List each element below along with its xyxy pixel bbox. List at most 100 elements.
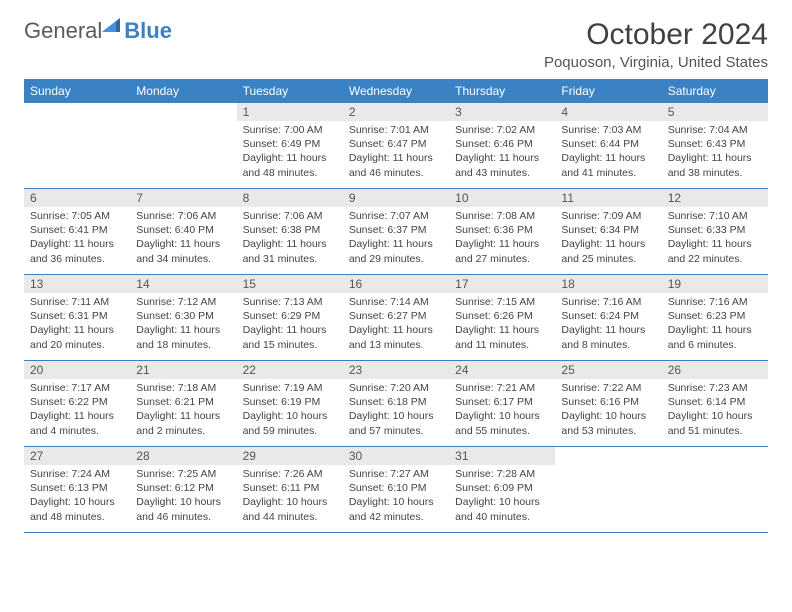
calendar-cell: 20Sunrise: 7:17 AMSunset: 6:22 PMDayligh… xyxy=(24,361,130,447)
day-line: Sunset: 6:33 PM xyxy=(668,223,762,237)
day-line: Daylight: 11 hours xyxy=(243,237,337,251)
day-line: Sunrise: 7:11 AM xyxy=(30,295,124,309)
weekday-header: Tuesday xyxy=(237,79,343,103)
day-line: Sunset: 6:31 PM xyxy=(30,309,124,323)
day-line: Sunrise: 7:16 AM xyxy=(668,295,762,309)
day-line: Daylight: 10 hours xyxy=(668,409,762,423)
day-number: 31 xyxy=(449,447,555,465)
day-line: and 44 minutes. xyxy=(243,510,337,524)
day-line: Daylight: 10 hours xyxy=(136,495,230,509)
day-line: and 48 minutes. xyxy=(243,166,337,180)
day-details: Sunrise: 7:00 AMSunset: 6:49 PMDaylight:… xyxy=(237,121,343,180)
day-line: Sunrise: 7:05 AM xyxy=(30,209,124,223)
weekday-header-row: Sunday Monday Tuesday Wednesday Thursday… xyxy=(24,79,768,103)
calendar-cell: 23Sunrise: 7:20 AMSunset: 6:18 PMDayligh… xyxy=(343,361,449,447)
calendar-cell: 21Sunrise: 7:18 AMSunset: 6:21 PMDayligh… xyxy=(130,361,236,447)
day-details: Sunrise: 7:27 AMSunset: 6:10 PMDaylight:… xyxy=(343,465,449,524)
day-line: Sunrise: 7:25 AM xyxy=(136,467,230,481)
day-number: 20 xyxy=(24,361,130,379)
day-line: Sunset: 6:46 PM xyxy=(455,137,549,151)
day-line: Sunset: 6:11 PM xyxy=(243,481,337,495)
day-line: Sunrise: 7:23 AM xyxy=(668,381,762,395)
day-number: 5 xyxy=(662,103,768,121)
day-line: Sunset: 6:24 PM xyxy=(561,309,655,323)
day-line: Sunrise: 7:00 AM xyxy=(243,123,337,137)
day-line: Daylight: 11 hours xyxy=(455,323,549,337)
title-block: October 2024 Poquoson, Virginia, United … xyxy=(544,18,768,71)
logo-text-general: General xyxy=(24,18,102,44)
weekday-header: Friday xyxy=(555,79,661,103)
day-details: Sunrise: 7:20 AMSunset: 6:18 PMDaylight:… xyxy=(343,379,449,438)
day-details: Sunrise: 7:11 AMSunset: 6:31 PMDaylight:… xyxy=(24,293,130,352)
day-line: Sunrise: 7:04 AM xyxy=(668,123,762,137)
day-line: Daylight: 11 hours xyxy=(561,237,655,251)
day-line: and 11 minutes. xyxy=(455,338,549,352)
calendar-grid: 1Sunrise: 7:00 AMSunset: 6:49 PMDaylight… xyxy=(24,103,768,533)
day-line: Sunrise: 7:10 AM xyxy=(668,209,762,223)
day-line: Sunset: 6:22 PM xyxy=(30,395,124,409)
day-line: and 2 minutes. xyxy=(136,424,230,438)
day-number: 16 xyxy=(343,275,449,293)
day-line: and 22 minutes. xyxy=(668,252,762,266)
calendar-cell: 19Sunrise: 7:16 AMSunset: 6:23 PMDayligh… xyxy=(662,275,768,361)
day-details: Sunrise: 7:23 AMSunset: 6:14 PMDaylight:… xyxy=(662,379,768,438)
day-number: 30 xyxy=(343,447,449,465)
day-details: Sunrise: 7:06 AMSunset: 6:40 PMDaylight:… xyxy=(130,207,236,266)
day-line: Sunset: 6:16 PM xyxy=(561,395,655,409)
calendar-cell: 18Sunrise: 7:16 AMSunset: 6:24 PMDayligh… xyxy=(555,275,661,361)
day-number: 22 xyxy=(237,361,343,379)
day-number: 24 xyxy=(449,361,555,379)
calendar-cell: 12Sunrise: 7:10 AMSunset: 6:33 PMDayligh… xyxy=(662,189,768,275)
day-line: Sunrise: 7:18 AM xyxy=(136,381,230,395)
day-details: Sunrise: 7:13 AMSunset: 6:29 PMDaylight:… xyxy=(237,293,343,352)
day-number: 19 xyxy=(662,275,768,293)
calendar-cell: 24Sunrise: 7:21 AMSunset: 6:17 PMDayligh… xyxy=(449,361,555,447)
day-line: Sunrise: 7:06 AM xyxy=(243,209,337,223)
day-line: and 55 minutes. xyxy=(455,424,549,438)
day-details: Sunrise: 7:21 AMSunset: 6:17 PMDaylight:… xyxy=(449,379,555,438)
day-number: 14 xyxy=(130,275,236,293)
day-line: Daylight: 11 hours xyxy=(136,237,230,251)
day-line: Daylight: 11 hours xyxy=(136,323,230,337)
day-line: and 18 minutes. xyxy=(136,338,230,352)
day-line: and 13 minutes. xyxy=(349,338,443,352)
day-number: 29 xyxy=(237,447,343,465)
calendar-cell: 2Sunrise: 7:01 AMSunset: 6:47 PMDaylight… xyxy=(343,103,449,189)
day-line: Sunrise: 7:17 AM xyxy=(30,381,124,395)
weekday-header: Wednesday xyxy=(343,79,449,103)
day-line: and 42 minutes. xyxy=(349,510,443,524)
calendar: Sunday Monday Tuesday Wednesday Thursday… xyxy=(24,79,768,533)
day-line: Sunset: 6:19 PM xyxy=(243,395,337,409)
day-line: and 8 minutes. xyxy=(561,338,655,352)
day-line: Daylight: 11 hours xyxy=(30,323,124,337)
day-details: Sunrise: 7:12 AMSunset: 6:30 PMDaylight:… xyxy=(130,293,236,352)
day-details: Sunrise: 7:28 AMSunset: 6:09 PMDaylight:… xyxy=(449,465,555,524)
day-number: 3 xyxy=(449,103,555,121)
day-line: Sunrise: 7:28 AM xyxy=(455,467,549,481)
weekday-header: Saturday xyxy=(662,79,768,103)
day-line: Sunrise: 7:09 AM xyxy=(561,209,655,223)
day-details: Sunrise: 7:06 AMSunset: 6:38 PMDaylight:… xyxy=(237,207,343,266)
calendar-cell xyxy=(130,103,236,189)
calendar-cell: 6Sunrise: 7:05 AMSunset: 6:41 PMDaylight… xyxy=(24,189,130,275)
day-line: Daylight: 10 hours xyxy=(349,495,443,509)
page-title: October 2024 xyxy=(544,18,768,52)
day-line: Sunset: 6:14 PM xyxy=(668,395,762,409)
day-line: and 59 minutes. xyxy=(243,424,337,438)
day-line: Sunset: 6:27 PM xyxy=(349,309,443,323)
day-line: and 51 minutes. xyxy=(668,424,762,438)
calendar-cell xyxy=(662,447,768,533)
day-line: and 36 minutes. xyxy=(30,252,124,266)
day-line: Sunset: 6:49 PM xyxy=(243,137,337,151)
day-line: Sunrise: 7:07 AM xyxy=(349,209,443,223)
calendar-cell: 10Sunrise: 7:08 AMSunset: 6:36 PMDayligh… xyxy=(449,189,555,275)
day-line: Sunrise: 7:19 AM xyxy=(243,381,337,395)
day-line: Sunset: 6:10 PM xyxy=(349,481,443,495)
calendar-cell: 22Sunrise: 7:19 AMSunset: 6:19 PMDayligh… xyxy=(237,361,343,447)
calendar-cell: 5Sunrise: 7:04 AMSunset: 6:43 PMDaylight… xyxy=(662,103,768,189)
day-line: Sunrise: 7:20 AM xyxy=(349,381,443,395)
day-line: Daylight: 10 hours xyxy=(30,495,124,509)
day-number: 17 xyxy=(449,275,555,293)
day-line: and 15 minutes. xyxy=(243,338,337,352)
day-number: 7 xyxy=(130,189,236,207)
